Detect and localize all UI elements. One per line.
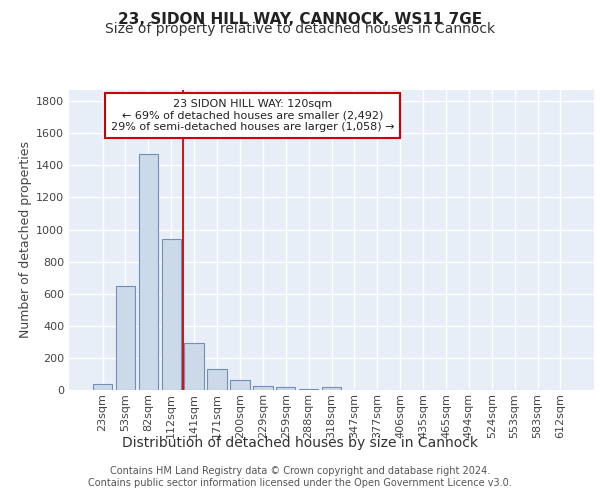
Bar (276, 387, 295, 390)
Bar (139, 154, 158, 390)
Text: 23 SIDON HILL WAY: 120sqm
← 69% of detached houses are smaller (2,492)
29% of se: 23 SIDON HILL WAY: 120sqm ← 69% of detac… (111, 99, 395, 132)
Bar (230, 380, 250, 390)
Bar (253, 386, 272, 390)
Bar (322, 387, 341, 390)
Bar (184, 342, 204, 390)
Y-axis label: Number of detached properties: Number of detached properties (19, 142, 32, 338)
Bar (116, 286, 135, 390)
Text: 23, SIDON HILL WAY, CANNOCK, WS11 7GE: 23, SIDON HILL WAY, CANNOCK, WS11 7GE (118, 12, 482, 28)
Text: Distribution of detached houses by size in Cannock: Distribution of detached houses by size … (122, 436, 478, 450)
Bar (161, 239, 181, 390)
Bar (299, 389, 319, 390)
Text: Contains HM Land Registry data © Crown copyright and database right 2024.
Contai: Contains HM Land Registry data © Crown c… (88, 466, 512, 487)
Bar (93, 384, 112, 390)
Bar (208, 369, 227, 390)
Text: Size of property relative to detached houses in Cannock: Size of property relative to detached ho… (105, 22, 495, 36)
